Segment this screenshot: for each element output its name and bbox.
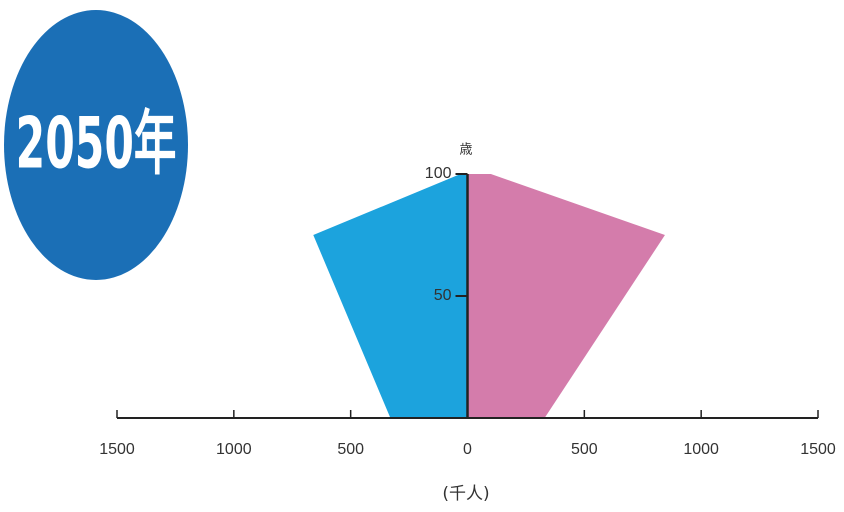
y-axis-label: 歳 — [459, 143, 472, 158]
x-tick-label: 0 — [463, 441, 472, 458]
x-tick-label: 1500 — [99, 441, 135, 458]
x-tick-label: 500 — [571, 441, 598, 458]
chart-title: 2050年 — [16, 102, 177, 184]
y-tick-label: 50 — [434, 287, 452, 304]
population-area — [467, 174, 665, 418]
x-tick-label: 1000 — [216, 441, 252, 458]
year-badge — [4, 10, 188, 280]
x-tick-label: 1000 — [683, 441, 719, 458]
population-area — [313, 174, 468, 418]
x-tick-label: 1500 — [800, 441, 836, 458]
y-tick-label: 100 — [425, 165, 452, 182]
x-tick-label: 500 — [337, 441, 364, 458]
x-axis-label: (千人) — [442, 484, 489, 504]
